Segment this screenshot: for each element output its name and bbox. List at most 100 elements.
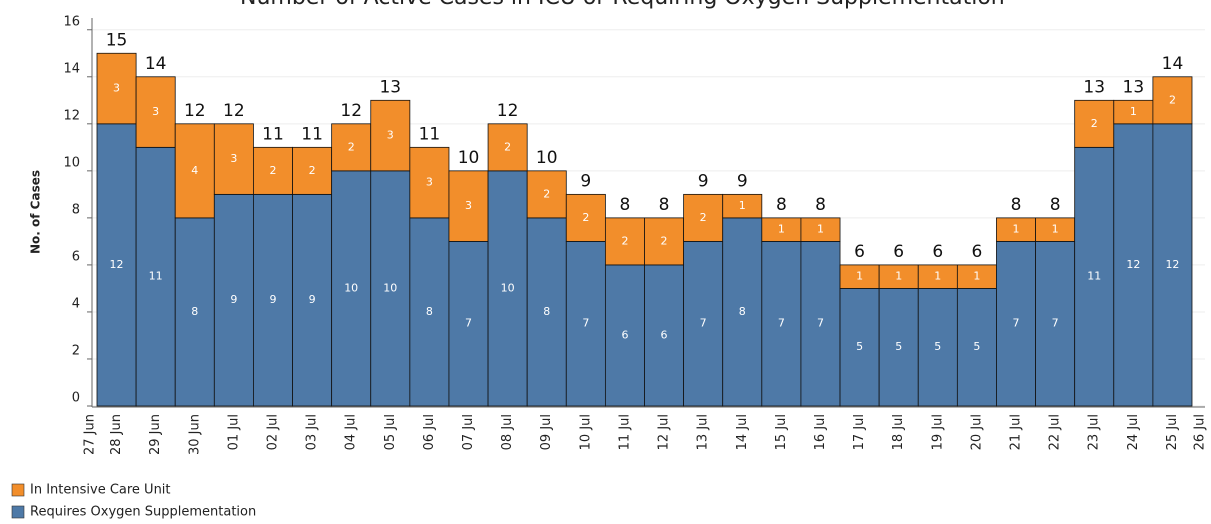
total-label: 14	[145, 54, 167, 74]
segment-label: 3	[230, 152, 237, 165]
total-label: 8	[815, 195, 826, 215]
x-tick-label: 05 Jul	[383, 414, 398, 450]
y-tick-label: 4	[72, 296, 80, 311]
segment-label: 7	[700, 317, 707, 330]
segment-label: 9	[309, 293, 316, 306]
bar-segment	[526, 170, 567, 219]
segment-label: 2	[700, 211, 707, 224]
segment-label: 9	[269, 293, 276, 306]
bar-segment	[604, 264, 645, 407]
x-tick-label: 15 Jul	[774, 414, 789, 450]
x-tick-label: 14 Jul	[735, 414, 750, 450]
segment-label: 5	[973, 340, 980, 353]
bar-segment	[996, 240, 1036, 407]
x-tick-label: 26 Jul	[1193, 414, 1208, 450]
segment-label: 6	[661, 328, 668, 341]
legend-label: Requires Oxygen Supplementation	[30, 505, 256, 520]
segment-label: 1	[973, 270, 980, 283]
segment-label: 8	[739, 305, 746, 318]
bar-segment	[213, 123, 254, 195]
bar-segment	[292, 146, 333, 195]
bar-segment	[722, 217, 763, 407]
x-tick-label: 23 Jul	[1087, 414, 1102, 450]
segment-label: 3	[465, 199, 472, 212]
x-tick-label: 10 Jul	[578, 414, 593, 450]
total-label: 12	[497, 101, 519, 121]
total-label: 8	[1011, 195, 1022, 215]
segment-label: 7	[817, 317, 824, 330]
x-tick-label: 27 Jun	[83, 414, 98, 455]
segment-label: 11	[149, 270, 163, 283]
bar-segment	[1074, 146, 1115, 407]
bar-segment	[213, 193, 254, 407]
bar-segment	[487, 123, 528, 172]
x-tick-label: 19 Jul	[930, 414, 945, 450]
bar-segment	[370, 170, 411, 407]
total-label: 9	[580, 171, 591, 191]
x-tick-label: 09 Jul	[539, 414, 554, 450]
y-tick-label: 2	[72, 343, 80, 358]
segment-label: 2	[661, 234, 668, 247]
segment-label: 4	[191, 164, 198, 177]
segment-label: 1	[1130, 105, 1137, 118]
segment-label: 7	[1052, 317, 1059, 330]
segment-label: 2	[582, 211, 589, 224]
segment-label: 12	[1165, 258, 1179, 271]
total-label: 15	[106, 30, 128, 50]
bar-segment	[800, 240, 841, 407]
segment-label: 2	[348, 140, 355, 153]
bar-segment	[917, 288, 958, 407]
bar-segment	[135, 76, 176, 148]
x-tick-label: 21 Jul	[1009, 414, 1024, 450]
y-tick-label: 14	[63, 61, 80, 76]
segment-label: 10	[344, 281, 358, 294]
total-label: 14	[1162, 54, 1184, 74]
x-tick-label: 04 Jul	[344, 414, 359, 450]
total-label: 10	[536, 148, 558, 168]
segment-label: 12	[1126, 258, 1140, 271]
segment-label: 1	[739, 199, 746, 212]
bar-segment	[1152, 123, 1193, 407]
bar-segment	[409, 146, 450, 219]
x-tick-label: 28 Jun	[109, 414, 124, 455]
bar-segment	[409, 217, 450, 407]
bar-segment	[174, 123, 215, 219]
legend-swatch	[11, 483, 25, 497]
bar-segment	[331, 123, 372, 172]
segment-label: 7	[465, 317, 472, 330]
total-label: 6	[893, 242, 904, 262]
bar-segment	[683, 193, 724, 242]
segment-label: 3	[426, 176, 433, 189]
segment-label: 12	[110, 258, 124, 271]
y-tick-label: 8	[72, 202, 80, 217]
x-tick-label: 01 Jul	[226, 414, 241, 450]
y-axis-label: No. of Cases	[29, 170, 43, 254]
bar-segment	[448, 170, 489, 242]
total-label: 13	[1123, 77, 1145, 97]
y-tick-label: 0	[72, 391, 80, 406]
segment-label: 2	[1091, 117, 1098, 130]
segment-label: 3	[387, 129, 394, 142]
x-tick-label: 07 Jul	[461, 414, 476, 450]
total-label: 8	[659, 195, 670, 215]
total-label: 8	[1050, 195, 1061, 215]
bar-segment	[526, 217, 567, 407]
segment-label: 2	[504, 140, 511, 153]
segment-label: 6	[621, 328, 628, 341]
bar-segment	[565, 193, 606, 242]
x-tick-label: 30 Jun	[187, 414, 202, 455]
x-tick-label: 16 Jul	[813, 414, 828, 450]
y-tick-label: 10	[63, 155, 80, 170]
bar-segment	[1074, 99, 1115, 148]
total-label: 9	[698, 171, 709, 191]
x-tick-label: 11 Jul	[617, 414, 632, 450]
segment-label: 3	[152, 105, 159, 118]
bar-segment	[448, 240, 489, 407]
bar-segment	[253, 146, 293, 195]
total-label: 6	[854, 242, 865, 262]
segment-label: 1	[778, 223, 785, 236]
bar-segment	[331, 170, 372, 407]
bar-segment	[292, 193, 333, 407]
segment-label: 7	[778, 317, 785, 330]
